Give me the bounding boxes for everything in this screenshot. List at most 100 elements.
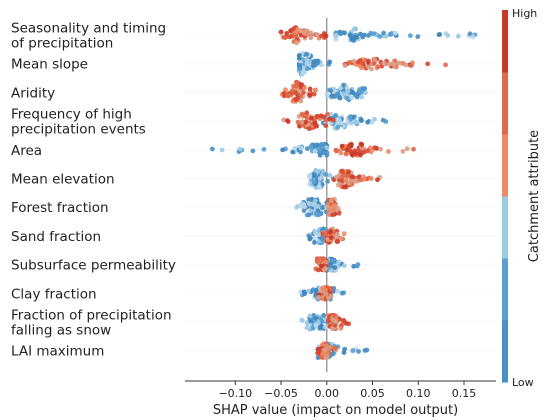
- shap-point: [281, 117, 287, 123]
- shap-point: [338, 325, 344, 331]
- shap-point: [308, 208, 313, 214]
- feature-label: Clay fraction: [11, 286, 97, 302]
- shap-point: [296, 55, 302, 61]
- shap-point: [312, 240, 317, 245]
- shap-point: [445, 33, 451, 38]
- shap-point: [209, 146, 215, 152]
- shap-point: [327, 59, 333, 65]
- shap-point: [346, 180, 352, 186]
- shap-point: [392, 30, 398, 36]
- shap-point: [323, 33, 329, 39]
- shap-point: [351, 26, 357, 32]
- shap-point: [336, 259, 342, 265]
- shap-point: [333, 32, 339, 38]
- shap-point: [307, 313, 313, 319]
- feature-label-line: Frequency of high: [11, 107, 132, 123]
- shap-point: [301, 202, 306, 208]
- shap-point: [290, 149, 296, 155]
- feature-label-line: falling as snow: [11, 323, 111, 339]
- shap-point: [261, 146, 267, 152]
- shap-point: [309, 115, 314, 121]
- feature-label: Mean slope: [11, 57, 88, 73]
- shap-point: [324, 145, 330, 151]
- colorbar-segment: [502, 134, 508, 197]
- shap-point: [386, 149, 391, 154]
- shap-point: [339, 143, 345, 149]
- shap-point: [323, 259, 329, 265]
- shap-point: [400, 61, 406, 66]
- shap-point: [313, 322, 319, 328]
- shap-point: [335, 124, 341, 130]
- shap-point: [329, 268, 334, 273]
- shap-point: [301, 289, 307, 295]
- shap-point: [364, 347, 370, 353]
- shap-point: [319, 263, 325, 269]
- shap-point: [312, 58, 318, 64]
- shap-point: [319, 205, 325, 211]
- shap-point: [345, 120, 351, 126]
- shap-point: [304, 51, 310, 57]
- shap-point: [372, 145, 378, 151]
- shap-point: [311, 172, 316, 178]
- shap-point: [335, 231, 340, 237]
- shap-point: [312, 228, 317, 234]
- shap-point: [344, 151, 349, 157]
- shap-point: [337, 95, 343, 101]
- shap-point: [371, 61, 377, 66]
- shap-point: [381, 60, 387, 66]
- shap-point: [315, 267, 321, 273]
- shap-point: [334, 239, 340, 244]
- shap-point: [358, 177, 363, 183]
- feature-label: Aridity: [11, 85, 55, 101]
- shap-point: [335, 182, 341, 188]
- shap-point: [323, 291, 329, 297]
- shap-point: [342, 319, 348, 325]
- shap-point: [297, 63, 303, 69]
- shap-point: [281, 34, 287, 40]
- shap-point: [407, 33, 413, 39]
- shap-point: [348, 143, 354, 149]
- feature-label: Mean elevation: [11, 172, 115, 188]
- shap-point: [371, 31, 377, 36]
- shap-point: [326, 295, 331, 301]
- shap-point: [284, 30, 290, 36]
- shap-point: [400, 148, 406, 154]
- colorbar: High Low Catchment attribute: [502, 7, 542, 389]
- shap-point: [315, 257, 320, 262]
- colorbar-segment: [502, 258, 508, 321]
- shap-point: [362, 86, 368, 91]
- shap-point: [307, 173, 313, 178]
- shap-point: [409, 63, 414, 68]
- shap-point: [338, 150, 344, 156]
- shap-point: [289, 88, 295, 94]
- shap-point: [334, 174, 340, 180]
- shap-point: [319, 62, 325, 68]
- shap-point: [304, 66, 310, 71]
- shap-point: [323, 123, 329, 129]
- shap-point: [293, 97, 299, 102]
- shap-point: [332, 265, 338, 270]
- beeswarm-points: [209, 25, 478, 360]
- shap-point: [298, 149, 303, 155]
- shap-point: [319, 236, 325, 242]
- shap-point: [350, 174, 355, 180]
- shap-point: [342, 63, 348, 68]
- shap-point: [455, 33, 461, 39]
- shap-point: [316, 295, 322, 300]
- shap-point: [467, 31, 473, 37]
- feature-label: Seasonality and timing of precipitation: [11, 21, 166, 52]
- shap-point: [347, 32, 353, 38]
- shap-point: [321, 312, 327, 318]
- shap-point: [357, 152, 363, 158]
- shap-point: [443, 62, 448, 68]
- shap-point: [358, 89, 364, 95]
- shap-point: [359, 118, 364, 124]
- shap-point: [333, 319, 339, 324]
- feature-label-line: Mean elevation: [11, 172, 115, 188]
- shap-point: [425, 61, 431, 67]
- shap-point: [325, 178, 330, 184]
- shap-point: [380, 117, 386, 123]
- shap-point: [280, 147, 285, 153]
- shap-point: [355, 262, 361, 267]
- shap-point: [355, 59, 361, 65]
